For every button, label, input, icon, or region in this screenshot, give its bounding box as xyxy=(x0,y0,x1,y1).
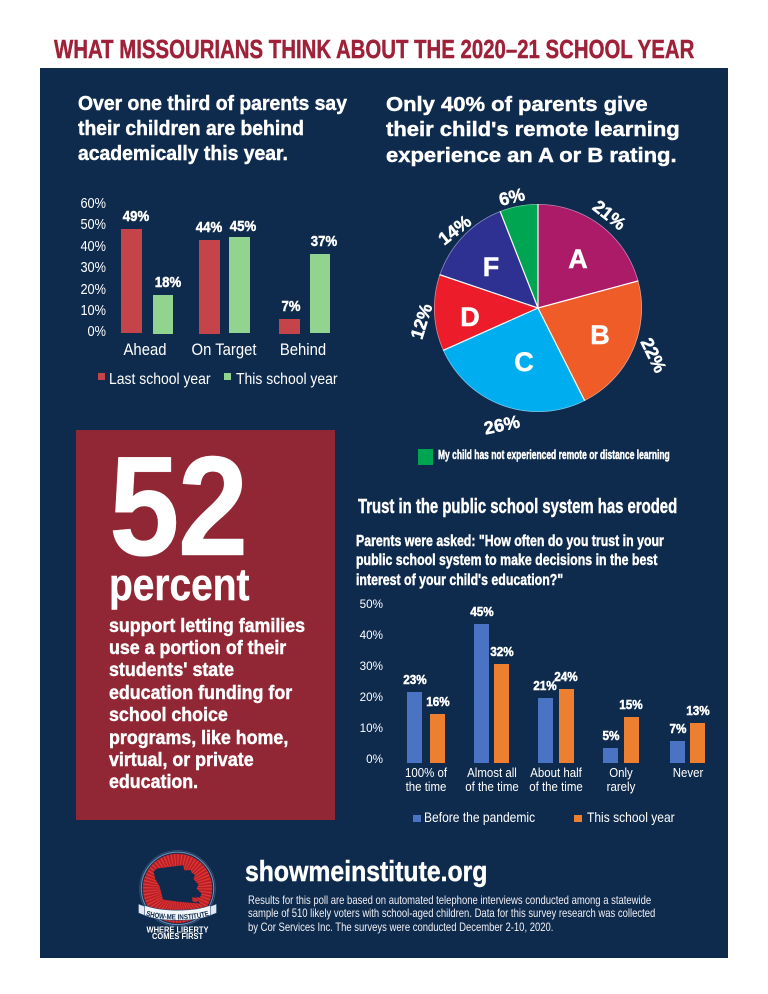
svg-text:SHOW-ME INSTITUTE: SHOW-ME INSTITUTE xyxy=(145,909,210,922)
svg-text:WHERE LIBERTY: WHERE LIBERTY xyxy=(147,925,209,935)
svg-text:COMES FIRST: COMES FIRST xyxy=(152,932,203,941)
